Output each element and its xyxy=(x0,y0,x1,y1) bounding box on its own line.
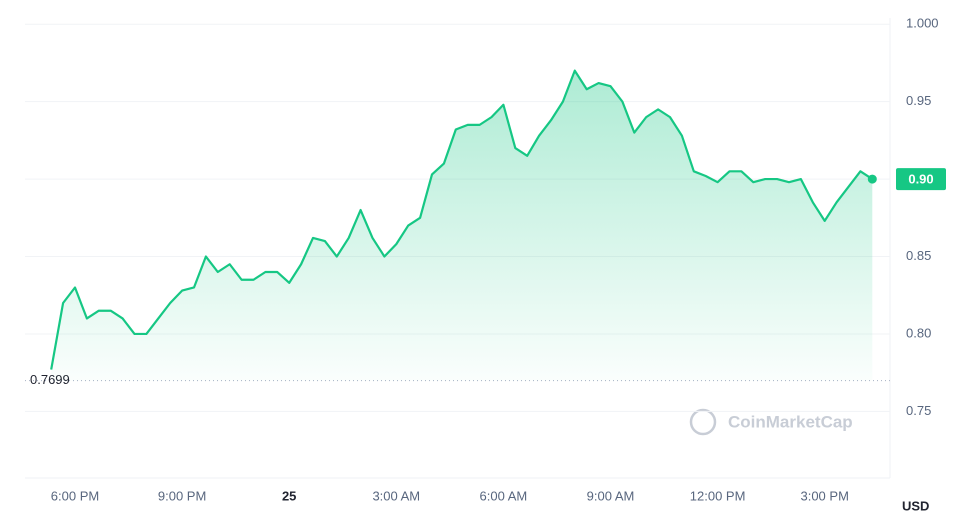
price-line xyxy=(50,69,873,370)
x-tick-label: 9:00 AM xyxy=(587,488,635,503)
watermark: CoinMarketCap xyxy=(728,412,853,431)
y-tick-label: 0.75 xyxy=(906,403,931,418)
y-tick-label: 0.80 xyxy=(906,325,931,340)
watermark-logo xyxy=(689,408,717,436)
x-tick-label: 25 xyxy=(282,488,296,503)
last-point xyxy=(867,174,877,184)
y-tick-label: 0.95 xyxy=(906,93,931,108)
x-tick-label: 3:00 AM xyxy=(372,488,420,503)
area-fill xyxy=(51,70,873,381)
y-tick-label: 1.000 xyxy=(906,16,939,31)
y-tick-label: 0.85 xyxy=(906,248,931,263)
x-tick-label: 6:00 AM xyxy=(480,488,528,503)
price-badge-label: 0.90 xyxy=(908,172,933,187)
x-tick-label: 12:00 PM xyxy=(690,488,746,503)
currency-label: USD xyxy=(902,498,929,513)
x-tick-label: 3:00 PM xyxy=(800,488,848,503)
price-badge xyxy=(896,168,946,191)
x-tick-label: 9:00 PM xyxy=(158,488,206,503)
x-tick-label: 6:00 PM xyxy=(51,488,99,503)
